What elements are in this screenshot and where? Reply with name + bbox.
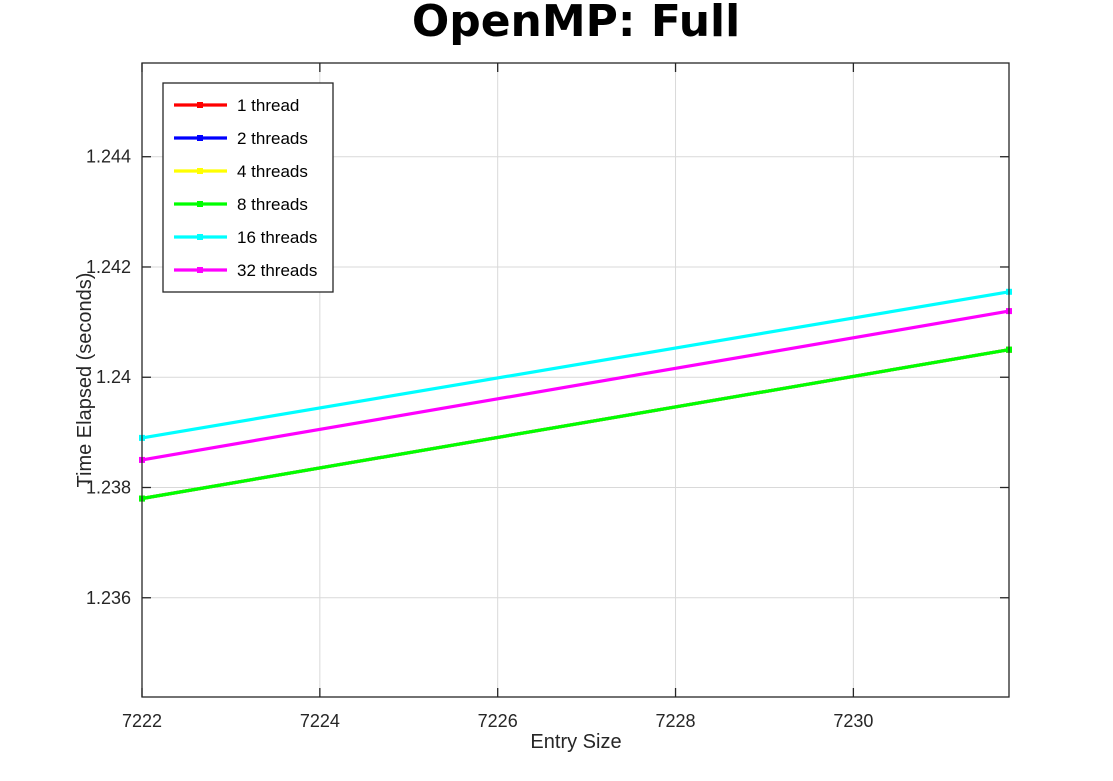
legend-label: 1 thread <box>237 96 299 115</box>
legend-item: 2 threads <box>174 129 308 148</box>
legend-swatch-marker <box>197 135 203 141</box>
legend-label: 2 threads <box>237 129 308 148</box>
legend-swatch-marker <box>197 102 203 108</box>
y-tick-label: 1.236 <box>86 588 131 608</box>
legend-item: 32 threads <box>174 261 317 280</box>
legend-swatch-marker <box>197 168 203 174</box>
legend: 1 thread 2 threads 4 threads 8 threads 16 th… <box>162 82 334 293</box>
legend-label: 32 threads <box>237 261 317 280</box>
legend-label: 8 threads <box>237 195 308 214</box>
tick-marks <box>141 63 1009 697</box>
plot-frame <box>141 62 1010 698</box>
chart-title: OpenMP: Full <box>412 0 740 47</box>
legend-item: 1 thread <box>174 96 299 115</box>
legend-label: 16 threads <box>237 228 317 247</box>
legend-item: 16 threads <box>174 228 317 247</box>
series-line-3 <box>141 348 1010 501</box>
x-axis-label: Entry Size <box>530 731 621 753</box>
series-line-5 <box>141 309 1010 462</box>
x-tick-label: 7228 <box>656 711 696 731</box>
y-tick-label: 1.24 <box>96 367 131 387</box>
y-tick-label: 1.242 <box>86 257 131 277</box>
x-tick-label: 7230 <box>833 711 873 731</box>
y-tick-label: 1.238 <box>86 478 131 498</box>
y-tick-label: 1.244 <box>86 147 131 167</box>
legend-swatch-marker <box>197 267 203 273</box>
legend-box <box>162 82 334 293</box>
y-axis-label: Time Elapsed (seconds) <box>74 273 96 488</box>
legend-item: 4 threads <box>174 162 308 181</box>
tick-labels: 7222 7224 7226 7228 7230 1.236 1.238 1.24 1.242 1… <box>86 147 873 731</box>
legend-item: 8 threads <box>174 195 308 214</box>
legend-label: 4 threads <box>237 162 308 181</box>
x-tick-label: 7222 <box>122 711 162 731</box>
x-tick-label: 7226 <box>478 711 518 731</box>
legend-swatch-marker <box>197 201 203 207</box>
legend-swatch-marker <box>197 234 203 240</box>
x-tick-label: 7224 <box>300 711 340 731</box>
series-line-4 <box>141 290 1010 440</box>
